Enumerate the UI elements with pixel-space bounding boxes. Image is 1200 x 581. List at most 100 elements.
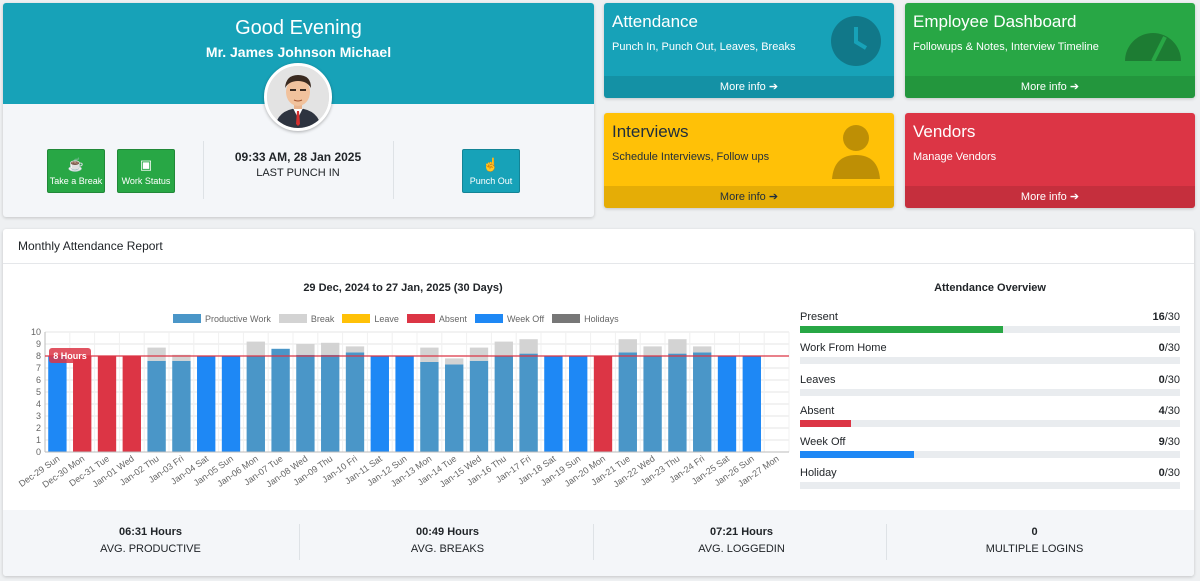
bar <box>445 364 464 452</box>
bar <box>420 362 439 452</box>
interviews-more-info-link[interactable]: More info ➔ <box>604 186 894 208</box>
overview-row-present: Present 16/30 <box>800 311 1180 339</box>
bar <box>693 352 712 452</box>
y-tick-label: 9 <box>36 339 41 349</box>
y-tick-label: 0 <box>36 447 41 457</box>
bar <box>469 347 489 361</box>
legend-item[interactable]: Break <box>278 314 334 324</box>
bar <box>147 360 166 452</box>
overview-progress-track <box>800 482 1180 489</box>
legend-swatch <box>406 314 435 323</box>
take-break-label: Take a Break <box>49 176 103 186</box>
punch-out-button[interactable]: ☝ Punch Out <box>462 149 520 193</box>
interviews-title: Interviews <box>612 122 689 141</box>
bar <box>618 339 637 353</box>
report-title: Monthly Attendance Report <box>18 239 163 253</box>
divider <box>393 141 394 199</box>
greeting: Good Evening <box>235 17 362 39</box>
bar <box>73 356 92 452</box>
report-date-range: 29 Dec, 2024 to 27 Jan, 2025 (30 Days) <box>303 282 503 294</box>
stat-value: 00:49 Hours <box>416 526 479 538</box>
y-tick-label: 7 <box>36 363 41 373</box>
y-tick-label: 6 <box>36 375 41 385</box>
stat-multiple-logins: 0 MULTIPLE LOGINS <box>887 526 1182 555</box>
stat-value: 06:31 Hours <box>119 526 182 538</box>
last-punch-time: 09:33 AM, 28 Jan 2025 <box>234 150 362 164</box>
bar <box>643 356 662 452</box>
overview-total: /30 <box>1164 467 1180 479</box>
interviews-more-label: More info <box>719 191 766 203</box>
attendance-more-info-link[interactable]: More info ➔ <box>604 76 894 98</box>
legend-item[interactable]: Holidays <box>552 314 619 324</box>
overview-row-absent: Absent 4/30 <box>800 405 1180 433</box>
arrow-circle-right-icon: ➔ <box>768 81 779 93</box>
legend-swatch <box>552 314 581 323</box>
overview-count-value: 4 <box>1158 405 1165 417</box>
overview-progress-fill <box>800 326 1003 333</box>
y-tick-label: 1 <box>36 435 41 445</box>
overview-count-value: 0 <box>1158 467 1165 479</box>
overview-count: 0/30 <box>1159 467 1180 479</box>
bar <box>197 356 216 452</box>
work-status-label: Work Status <box>121 176 171 186</box>
overview-row-leaves: Leaves 0/30 <box>800 374 1180 402</box>
overview-progress-fill <box>800 420 851 427</box>
legend-item[interactable]: Week Off <box>474 314 544 324</box>
overview-total: /30 <box>1164 311 1180 323</box>
divider <box>299 524 300 560</box>
overview-count-value: 0 <box>1158 374 1165 386</box>
attendance-title: Attendance <box>612 12 699 31</box>
overview-row-work-from-home: Work From Home 0/30 <box>800 342 1180 370</box>
employee-dashboard-box: Employee Dashboard Followups & Notes, In… <box>905 3 1195 98</box>
legend-swatch <box>278 314 307 323</box>
bar <box>717 356 737 452</box>
bar <box>345 346 365 353</box>
stat-value: 0 <box>1031 526 1038 538</box>
bar <box>668 339 687 354</box>
attendance-box: Attendance Punch In, Punch Out, Leaves, … <box>604 3 894 98</box>
overview-count-value: 9 <box>1158 436 1165 448</box>
vendors-title: Vendors <box>913 122 976 141</box>
overview-total: /30 <box>1164 405 1180 417</box>
legend-item[interactable]: Absent <box>406 314 467 324</box>
bar <box>395 356 414 452</box>
legend-item[interactable]: Leave <box>342 314 399 324</box>
user-name: Mr. James Johnson Michael <box>205 44 392 60</box>
overview-label: Present <box>800 311 838 323</box>
legend-label: Leave <box>374 314 399 324</box>
speedometer-icon <box>1125 33 1181 62</box>
work-status-button[interactable]: ▣ Work Status <box>117 149 175 193</box>
overview-count: 16/30 <box>1152 311 1180 323</box>
avatar-icon <box>267 66 329 128</box>
attendance-desc: Punch In, Punch Out, Leaves, Breaks <box>612 41 796 53</box>
user-tie-icon <box>832 125 880 179</box>
vendors-more-info-link[interactable]: More info ➔ <box>905 186 1195 208</box>
overview-progress-track <box>800 326 1180 333</box>
bar <box>246 356 265 452</box>
legend-item[interactable]: Productive Work <box>173 314 271 324</box>
take-break-button[interactable]: ☕ Take a Break <box>47 149 105 193</box>
overview-row-holiday: Holiday 0/30 <box>800 467 1180 495</box>
legend-label: Holidays <box>584 314 619 324</box>
legend-swatch <box>474 314 503 323</box>
bar <box>494 341 513 356</box>
bar <box>593 356 613 452</box>
bar <box>48 356 67 452</box>
vendors-more-label: More info <box>1020 191 1067 203</box>
employee-dashboard-title: Employee Dashboard <box>913 12 1077 31</box>
y-tick-label: 10 <box>31 327 41 337</box>
overview-label: Week Off <box>800 436 846 448</box>
overview-title: Attendance Overview <box>934 282 1046 294</box>
vendors-box: Vendors Manage Vendors More info ➔ <box>905 113 1195 208</box>
stat-label: AVG. LOGGEDIN <box>698 543 785 555</box>
bar <box>569 356 588 452</box>
clock-icon <box>831 16 881 66</box>
bar <box>296 344 315 355</box>
coffee-icon: ☕ <box>67 157 85 172</box>
employee-dashboard-more-info-link[interactable]: More info ➔ <box>905 76 1195 98</box>
employee-more-label: More info <box>1020 81 1067 93</box>
bar <box>643 346 662 356</box>
bar <box>345 352 365 452</box>
overview-count-value: 16 <box>1152 311 1165 323</box>
overview-label: Holiday <box>800 467 837 479</box>
